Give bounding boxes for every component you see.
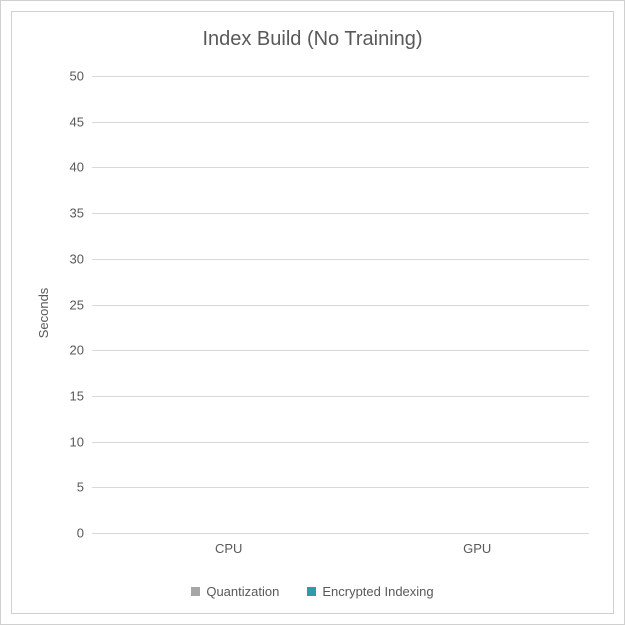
y-tick-label: 35 [70,206,92,221]
bars-container [92,76,589,533]
plot-area: 05101520253035404550CPUGPU [92,76,589,533]
x-tick-label: GPU [463,533,491,556]
grid-line [92,533,589,534]
legend-label: Encrypted Indexing [322,584,433,599]
y-tick-label: 10 [70,434,92,449]
chart-outer-frame: Index Build (No Training) Seconds 051015… [0,0,625,625]
y-axis-label: Seconds [36,287,51,338]
chart-title: Index Build (No Training) [12,28,613,51]
y-tick-label: 50 [70,69,92,84]
legend-swatch [307,587,316,596]
y-tick-label: 45 [70,114,92,129]
legend-swatch [191,587,200,596]
y-tick-label: 0 [77,526,92,541]
y-tick-label: 25 [70,297,92,312]
x-tick-label: CPU [215,533,242,556]
y-tick-label: 15 [70,388,92,403]
y-tick-label: 30 [70,251,92,266]
y-tick-label: 40 [70,160,92,175]
y-tick-label: 5 [77,480,92,495]
legend-label: Quantization [206,584,279,599]
legend: Quantization Encrypted Indexing [12,584,613,599]
legend-item: Encrypted Indexing [307,584,433,599]
legend-item: Quantization [191,584,279,599]
y-tick-label: 20 [70,343,92,358]
chart-inner-frame: Index Build (No Training) Seconds 051015… [11,11,614,614]
